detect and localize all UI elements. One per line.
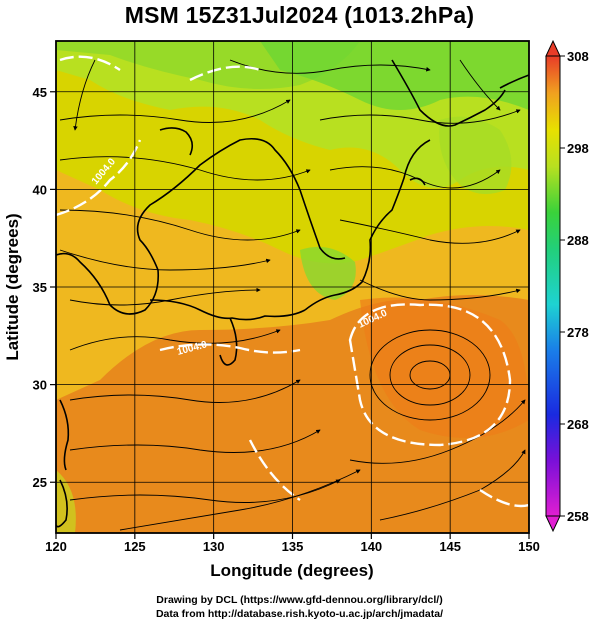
y-tick-label: 40	[33, 182, 47, 197]
x-tick-label: 140	[360, 539, 382, 554]
colorbar-tick-label: 268	[567, 417, 589, 432]
colorbar: 308 298 288 278 268 258	[545, 39, 589, 533]
colorbar-tick-label: 288	[567, 233, 589, 248]
graticule	[56, 41, 529, 533]
y-tick-label: 35	[33, 280, 47, 295]
credit-data-source: Data from http://database.rish.kyoto-u.a…	[155, 608, 444, 620]
axis-ticks: 120 125 130 135 140 145 150 25 30 35 40 45	[33, 85, 540, 554]
y-tick-label: 30	[33, 378, 47, 393]
x-axis-title: Longitude (degrees)	[210, 561, 373, 580]
x-tick-label: 120	[45, 539, 67, 554]
credit-drawing: Drawing by DCL (https://www.gfd-dennou.o…	[156, 594, 443, 606]
colorbar-tick-label: 308	[567, 49, 589, 64]
x-tick-label: 150	[518, 539, 540, 554]
y-tick-label: 25	[33, 475, 47, 490]
x-tick-label: 130	[203, 539, 225, 554]
x-tick-label: 145	[439, 539, 461, 554]
colorbar-tick-label: 278	[567, 325, 589, 340]
wind-streamlines	[59, 59, 526, 531]
pressure-contours	[56, 55, 529, 508]
colorbar-tick-label: 298	[567, 141, 589, 156]
colorbar-min-arrow	[545, 515, 561, 533]
page-title: MSM 15Z31Jul2024 (1013.2hPa)	[124, 2, 475, 28]
x-tick-label: 125	[124, 539, 146, 554]
x-tick-label: 135	[282, 539, 304, 554]
colorbar-max-arrow	[545, 39, 561, 57]
y-tick-label: 45	[33, 85, 47, 100]
colorbar-tick-label: 258	[567, 509, 589, 524]
y-axis-title: Latitude (degrees)	[3, 213, 22, 360]
